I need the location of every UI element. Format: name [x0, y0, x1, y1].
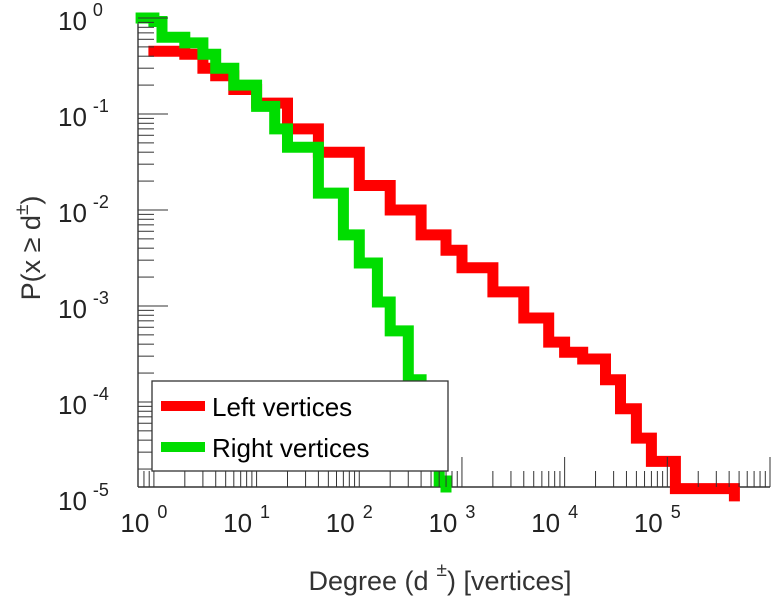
y-tick-label: 10 -1	[58, 96, 109, 132]
legend: Left vertices Right vertices	[151, 380, 449, 472]
y-tick-labels: 10 0 10 -1 10 -2 10 -3 10 -4 10 -5	[58, 0, 109, 516]
x-tick-labels: 10 0 10 1 10 2 10 3 10 4 10 5	[120, 502, 680, 538]
x-tick-label-exponent: 1	[260, 502, 270, 522]
y-tick-label: 10 -5	[58, 480, 109, 516]
x-axis-title-suffix: ) [vertices]	[447, 566, 572, 596]
x-axis-title-superscript: ±	[437, 560, 447, 581]
x-tick-label-exponent: 4	[568, 502, 578, 522]
plot-frame	[137, 18, 770, 488]
y-tick-label-exponent: -5	[93, 480, 109, 500]
x-axis-title: Degree (d ±) [vertices]	[308, 560, 571, 596]
y-tick-label-exponent: -4	[93, 384, 109, 404]
y-tick-label-base: 10	[58, 390, 87, 420]
y-axis-title: P(x ≥ d±)	[12, 196, 46, 301]
y-tick-label-base: 10	[58, 198, 87, 228]
x-tick-label-base: 10	[120, 508, 149, 538]
legend-label-right-vertices: Right vertices	[212, 433, 370, 463]
legend-label-left-vertices: Left vertices	[212, 392, 352, 422]
legend-box	[151, 380, 449, 472]
x-tick-label-base: 10	[223, 508, 252, 538]
x-tick-label: 10 3	[428, 502, 475, 538]
y-tick-label-base: 10	[58, 6, 87, 36]
y-tick-label-exponent: -2	[93, 192, 109, 212]
x-tick-label-exponent: 0	[157, 502, 167, 522]
y-axis-title-suffix: )	[16, 196, 46, 205]
x-tick-label-exponent: 5	[671, 502, 681, 522]
x-tick-label: 10 2	[326, 502, 373, 538]
y-tick-label-base: 10	[58, 486, 87, 516]
x-tick-label-base: 10	[326, 508, 355, 538]
x-tick-label: 10 1	[223, 502, 270, 538]
x-tick-label: 10 0	[120, 502, 167, 538]
x-tick-label: 10 5	[634, 502, 681, 538]
y-tick-label-exponent: 0	[93, 0, 103, 20]
x-tick-label-exponent: 2	[363, 502, 373, 522]
y-tick-label-base: 10	[58, 294, 87, 324]
y-tick-label: 10 0	[58, 0, 103, 36]
x-tick-label: 10 4	[531, 502, 578, 538]
y-tick-label-exponent: -1	[93, 96, 109, 116]
y-tick-label: 10 -4	[58, 384, 109, 420]
tick-marks	[137, 17, 771, 487]
x-tick-label-exponent: 3	[465, 502, 475, 522]
y-tick-label-exponent: -3	[93, 288, 109, 308]
y-tick-label: 10 -2	[58, 192, 109, 228]
y-axis-title-prefix: P(x ≥ d	[16, 215, 46, 300]
x-tick-label-base: 10	[634, 508, 663, 538]
y-tick-label: 10 -3	[58, 288, 109, 324]
x-tick-label-base: 10	[531, 508, 560, 538]
x-tick-label-base: 10	[428, 508, 457, 538]
x-axis-title-prefix: Degree (d	[308, 566, 428, 596]
y-axis-title-superscript: ±	[12, 205, 33, 215]
y-tick-label-base: 10	[58, 102, 87, 132]
